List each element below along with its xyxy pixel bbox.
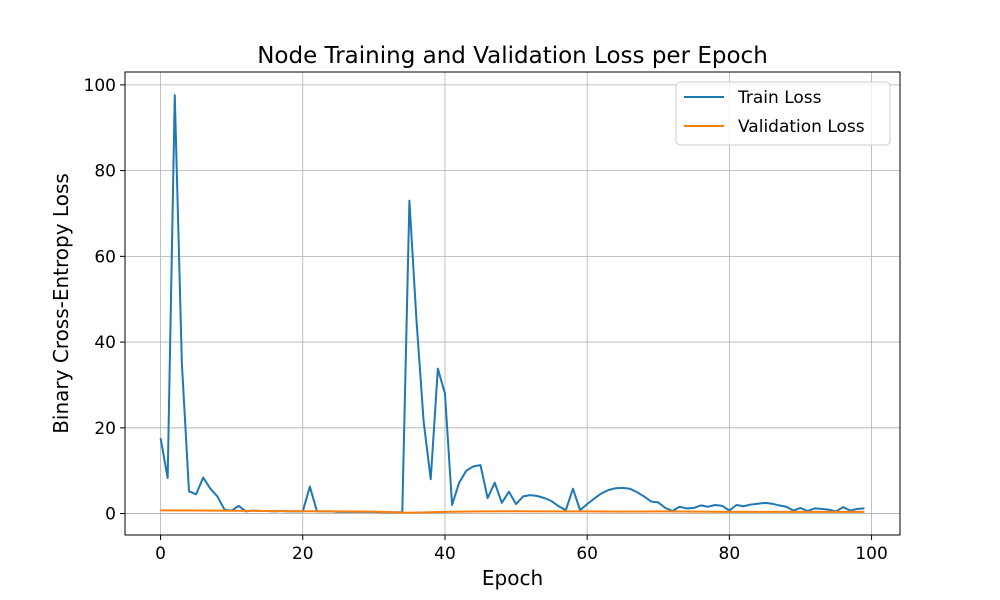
y-tick-label: 80 — [94, 162, 116, 182]
x-tick-label: 40 — [434, 544, 456, 564]
plot-area-frame — [124, 71, 901, 536]
legend: Train Loss Validation Loss — [675, 81, 891, 146]
legend-label-validation-loss: Validation Loss — [738, 117, 865, 137]
y-tick-label: 60 — [94, 247, 116, 267]
y-tick-label: 40 — [94, 333, 116, 353]
legend-label-train-loss: Train Loss — [737, 88, 822, 108]
series-layer — [159, 94, 865, 514]
x-tick-label: 20 — [292, 544, 314, 564]
y-tick-label: 100 — [84, 76, 116, 96]
grid — [125, 72, 900, 535]
y-tick-label: 0 — [105, 505, 116, 525]
x-tick-label: 80 — [719, 544, 741, 564]
chart-title: Node Training and Validation Loss per Ep… — [257, 43, 768, 69]
ticks: 0 20 40 60 80 100 0 20 40 60 80 100 — [84, 76, 888, 564]
x-tick-label: 0 — [155, 544, 166, 564]
legend-box — [675, 81, 891, 146]
x-tick-label: 100 — [855, 544, 887, 564]
x-tick-label: 60 — [576, 544, 598, 564]
x-axis-label: Epoch — [482, 566, 543, 590]
series-line-validation-loss — [160, 509, 865, 514]
y-axis-label: Binary Cross-Entropy Loss — [49, 173, 73, 434]
y-tick-label: 20 — [94, 419, 116, 439]
